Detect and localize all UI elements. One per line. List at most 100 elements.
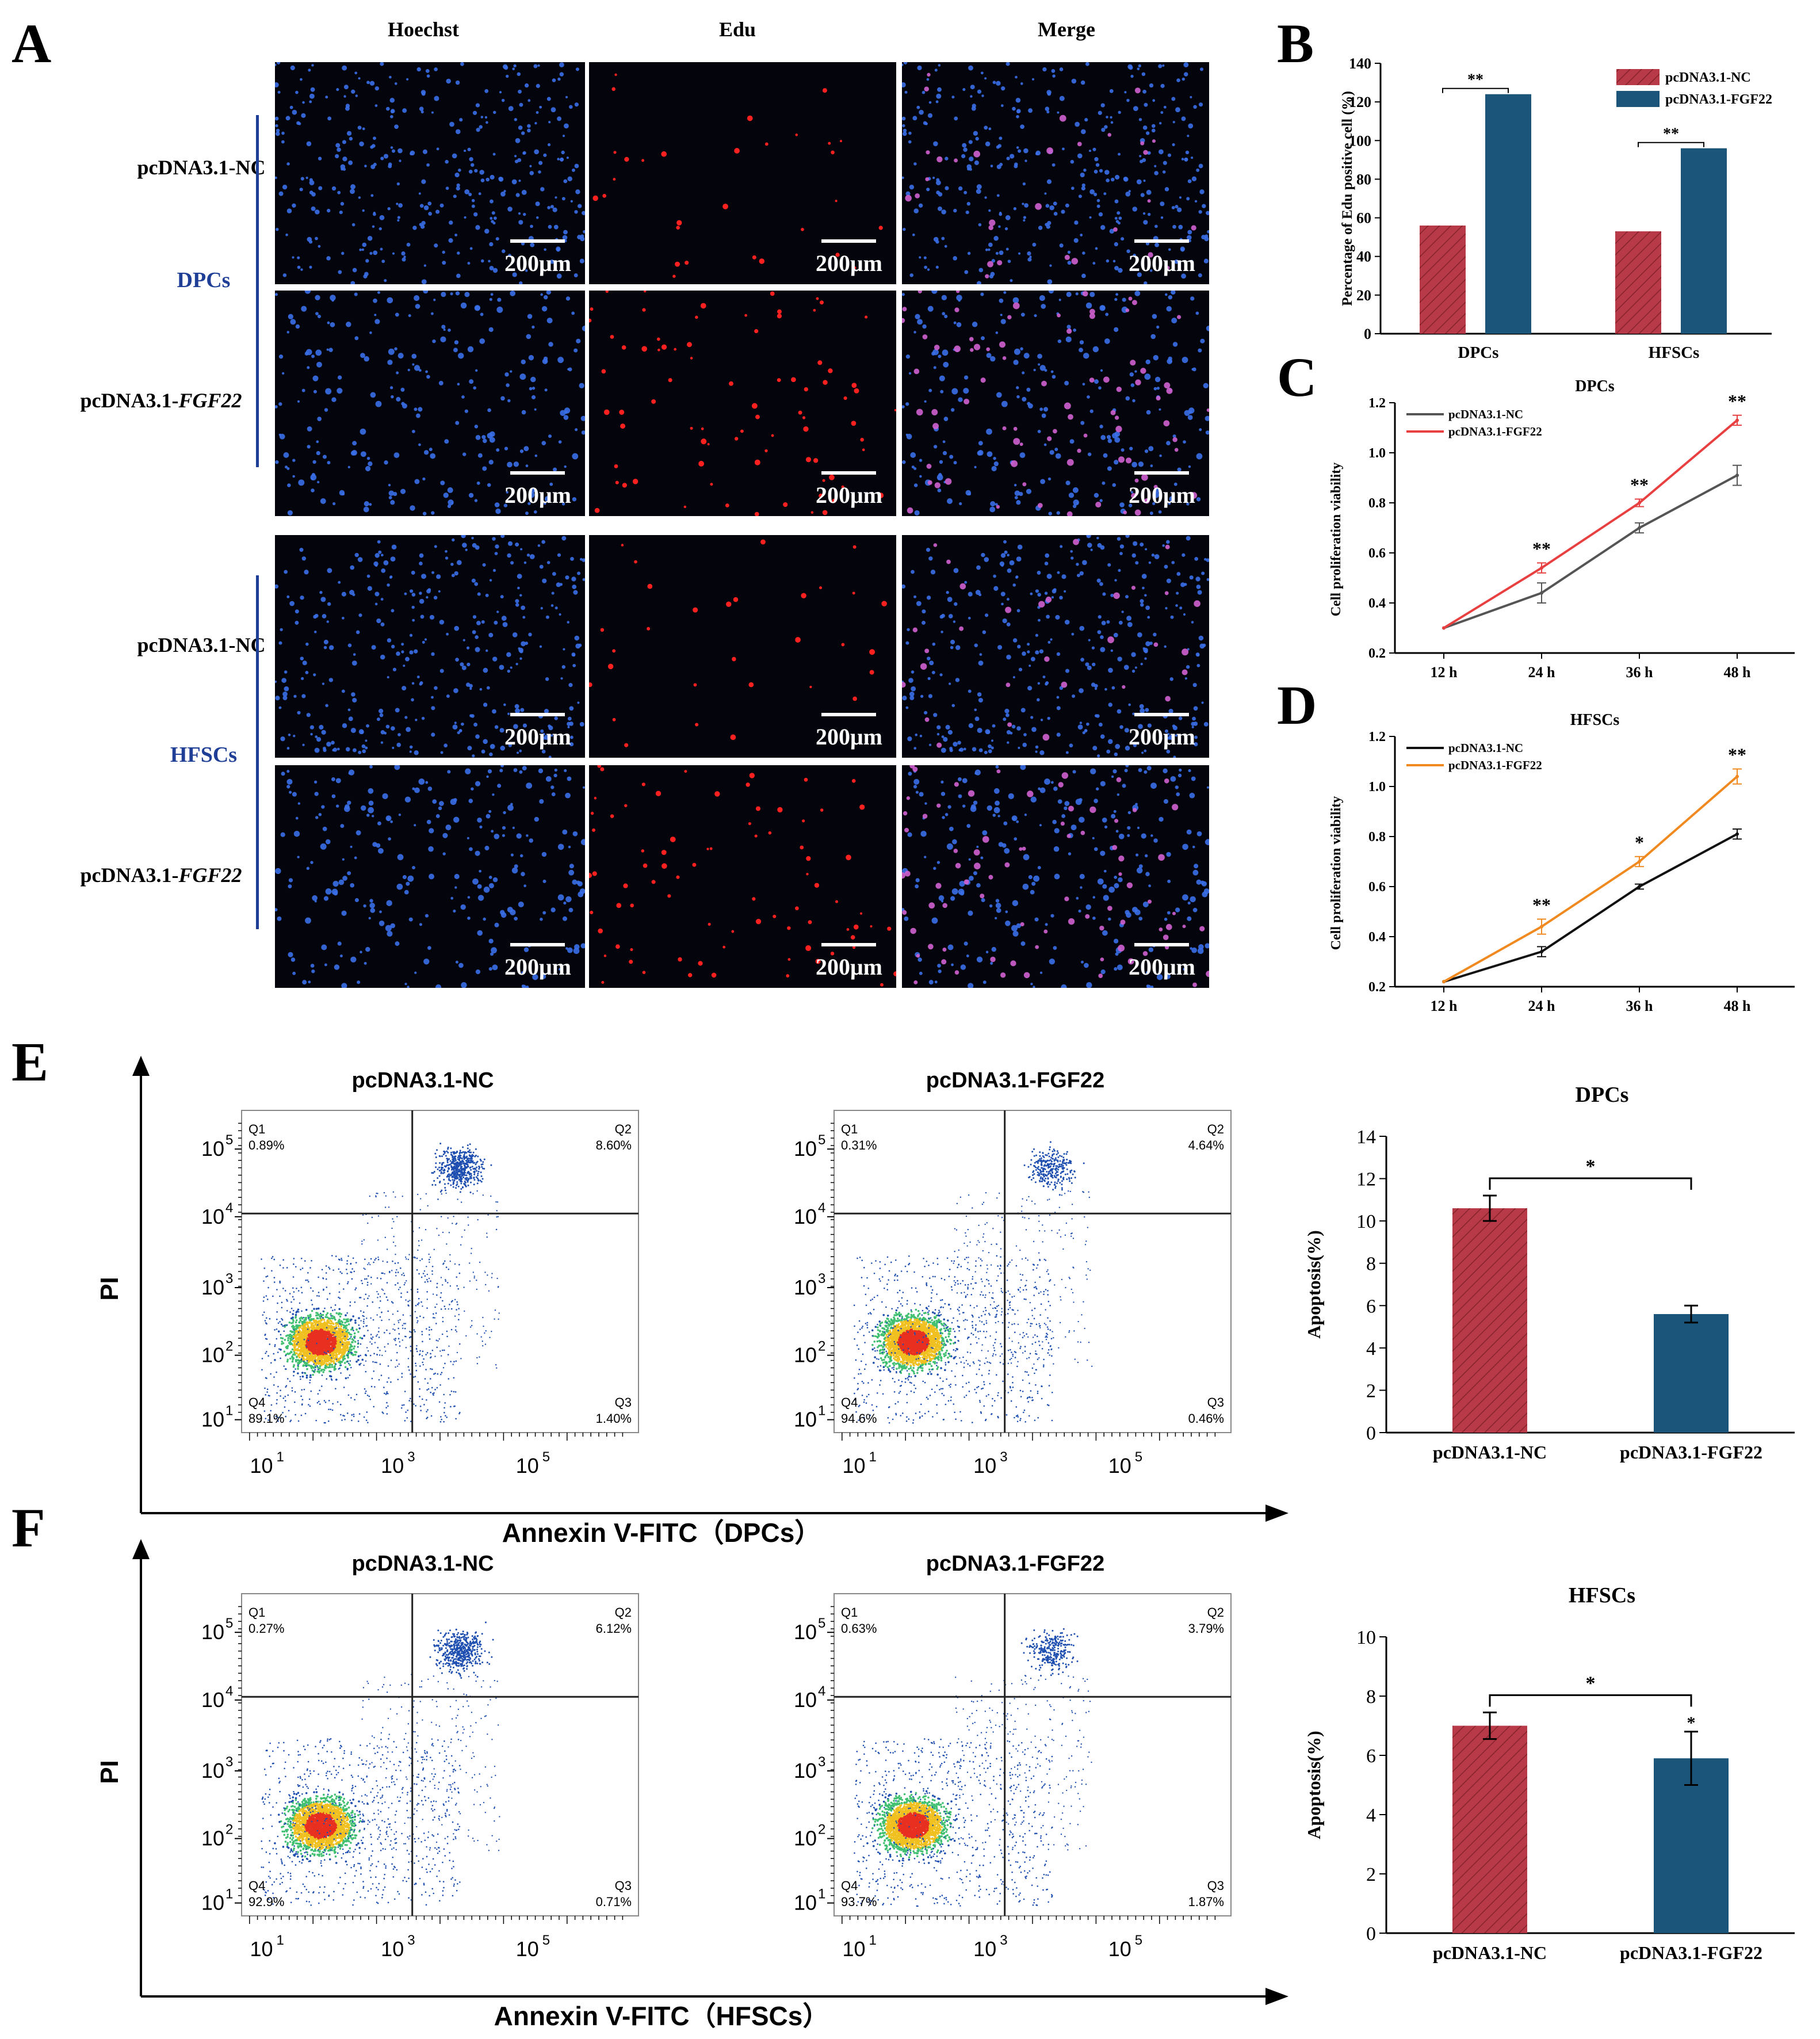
merge-dot: [1132, 808, 1137, 812]
edu-dot: [734, 148, 740, 154]
edu-dot: [603, 409, 610, 415]
nucleus-dot: [368, 807, 374, 814]
nucleus-dot: [1152, 502, 1156, 505]
nucleus-dot: [475, 225, 480, 230]
nucleus-dot: [1171, 318, 1177, 324]
nucleus-dot: [1071, 78, 1077, 84]
nucleus-dot: [289, 601, 295, 606]
nucleus-dot: [1017, 644, 1021, 649]
nucleus-dot: [281, 140, 285, 144]
nucleus-dot: [950, 896, 955, 901]
merge-dot: [936, 156, 943, 163]
event-dot: [349, 1346, 351, 1349]
nucleus-dot: [1033, 986, 1035, 988]
edu-dot: [801, 228, 804, 231]
edu-dot: [835, 900, 839, 903]
nucleus-dot: [440, 751, 443, 754]
nucleus-dot: [1055, 453, 1061, 459]
nucleus-dot: [456, 183, 460, 188]
nucleus-dot: [1077, 724, 1083, 730]
nucleus-dot: [962, 778, 968, 784]
nucleus-dot: [1014, 348, 1020, 355]
legend-label-nc: pcDNA3.1-NC: [1448, 741, 1523, 755]
nucleus-dot: [548, 434, 552, 438]
nucleus-dot: [1013, 207, 1017, 211]
nucleus-dot: [278, 354, 284, 359]
nucleus-dot: [1102, 481, 1106, 485]
nucleus-dot: [357, 125, 362, 130]
nucleus-dot: [466, 646, 470, 650]
nucleus-dot: [391, 395, 394, 399]
nucleus-dot: [491, 947, 497, 954]
nucleus-dot: [479, 125, 483, 129]
nucleus-dot: [955, 645, 961, 650]
nucleus-dot: [1046, 574, 1052, 579]
merge-dot: [1182, 648, 1189, 656]
nucleus-dot: [319, 724, 324, 730]
nucleus-dot: [1166, 306, 1172, 312]
nucleus-dot: [517, 72, 521, 77]
nucleus-dot: [431, 571, 435, 574]
nucleus-dot: [563, 415, 569, 420]
nucleus-dot: [1061, 574, 1066, 579]
nucleus-dot: [1114, 297, 1118, 301]
nucleus-dot: [306, 141, 312, 147]
nucleus-dot: [1195, 652, 1200, 657]
nucleus-dot: [275, 405, 278, 408]
edu-dot: [768, 831, 772, 835]
plot-frame: [241, 1110, 639, 1433]
scale-bar-label: 200μm: [816, 724, 882, 750]
nucleus-dot: [480, 178, 485, 182]
nucleus-dot: [935, 100, 939, 104]
nucleus-dot: [1079, 816, 1085, 823]
significance-bracket: [1638, 142, 1704, 147]
nucleus-dot: [1040, 719, 1043, 721]
nucleus-dot: [1179, 768, 1182, 772]
nucleus-dot: [423, 205, 429, 211]
nucleus-dot: [1108, 667, 1113, 673]
nucleus-dot: [378, 708, 384, 713]
nucleus-dot: [508, 743, 512, 747]
nucleus-dot: [949, 455, 954, 459]
merge-dot: [1163, 934, 1169, 941]
merge-dot: [920, 663, 927, 670]
legend-label-fgf22: pcDNA3.1-FGF22: [1448, 425, 1542, 438]
nucleus-dot: [1016, 923, 1022, 929]
nucleus-dot: [328, 348, 333, 352]
nucleus-dot: [477, 592, 481, 596]
nucleus-dot: [1096, 714, 1100, 718]
nucleus-dot: [288, 733, 291, 736]
nucleus-dot: [318, 186, 323, 190]
nucleus-dot: [1000, 553, 1006, 558]
nucleus-dot: [305, 670, 309, 674]
event-dot: [330, 1313, 332, 1315]
merge-dot: [1128, 296, 1133, 301]
nucleus-dot: [1004, 708, 1010, 713]
nucleus-dot: [1187, 230, 1192, 235]
nucleus-dot: [1197, 590, 1202, 595]
nucleus-dot: [567, 621, 569, 624]
nucleus-dot: [456, 560, 462, 566]
nucleus-dot: [905, 402, 909, 406]
nucleus-dot: [535, 201, 540, 207]
event-dot: [343, 1318, 345, 1320]
nucleus-dot: [968, 689, 972, 693]
nucleus-dot: [934, 980, 938, 984]
nucleus-dot: [461, 395, 465, 399]
y-tick-label: 20: [1356, 287, 1371, 304]
nucleus-dot: [490, 431, 495, 437]
nucleus-dot: [1123, 665, 1129, 670]
nucleus-dot: [537, 64, 540, 67]
merge-dot: [1107, 906, 1112, 911]
nucleus-dot: [1172, 434, 1176, 438]
nucleus-dot: [517, 574, 522, 579]
nucleus-dot: [1086, 982, 1092, 988]
nucleus-dot: [408, 314, 411, 318]
nucleus-dot: [1163, 768, 1168, 774]
event-dot: [345, 1338, 348, 1340]
nucleus-dot: [1175, 785, 1179, 789]
nucleus-dot: [529, 171, 534, 175]
nucleus-dot: [1113, 632, 1118, 637]
nucleus-dot: [304, 291, 311, 294]
